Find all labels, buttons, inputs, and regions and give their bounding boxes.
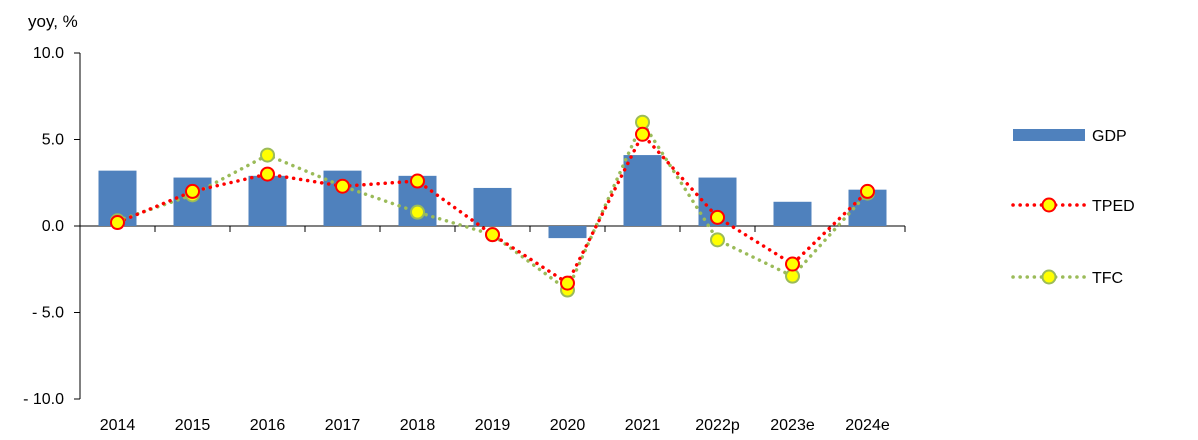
gdp-bar [773,201,812,226]
y-tick-label: 5.0 [42,132,64,149]
tped-marker [410,173,425,189]
legend: GDP TPED TFC [1011,128,1135,287]
x-tick-label: 2022p [695,417,740,434]
x-tick-label: 2018 [400,417,436,434]
legend-gdp-swatch [1013,129,1085,141]
legend-tfc-label: TFC [1092,270,1123,287]
tped-marker [785,256,800,272]
legend-tfc-marker [1041,269,1057,285]
x-tick-label: 2024e [845,417,890,434]
legend-tped-label: TPED [1092,198,1135,215]
x-tick-label: 2023e [770,417,815,434]
gdp-bar [473,187,512,226]
tped-marker [335,178,350,194]
tped-marker [260,166,275,182]
legend-tped-marker [1041,197,1057,213]
x-tick-label: 2021 [625,417,661,434]
tped-marker [635,126,650,142]
tick-labels: 10.0 5.0 0.0 - 5.0 - 10.0 2014 2015 2016 2017 201… [23,45,890,434]
x-tick-label: 2015 [175,417,211,434]
x-tick-label: 2014 [100,417,136,434]
gdp-bar [623,155,662,226]
gdp-bars [98,155,887,239]
x-tick-label: 2016 [250,417,286,434]
tped-marker [560,275,575,291]
y-tick-label: 10.0 [33,45,64,62]
y-tick-label: 0.0 [42,218,64,235]
tfc-marker [635,114,650,130]
tped-marker [860,183,875,199]
legend-gdp-label: GDP [1092,128,1127,145]
x-tick-label: 2019 [475,417,511,434]
y-tick-label: - 5.0 [32,305,64,322]
tped-marker [110,215,125,231]
y-unit-label: yoy, % [28,12,78,31]
line-series [110,114,875,298]
tped-marker [485,227,500,243]
tfc-marker [785,268,800,284]
tfc-marker [260,147,275,163]
gdp-bar [548,226,587,239]
gdp-bar [248,175,287,226]
tfc-marker [410,204,425,220]
tfc-marker [710,232,725,248]
y-tick-label: - 10.0 [23,391,64,408]
x-tick-label: 2017 [325,417,361,434]
tped-marker [185,183,200,199]
tped-marker [710,209,725,225]
x-tick-label: 2020 [550,417,586,434]
